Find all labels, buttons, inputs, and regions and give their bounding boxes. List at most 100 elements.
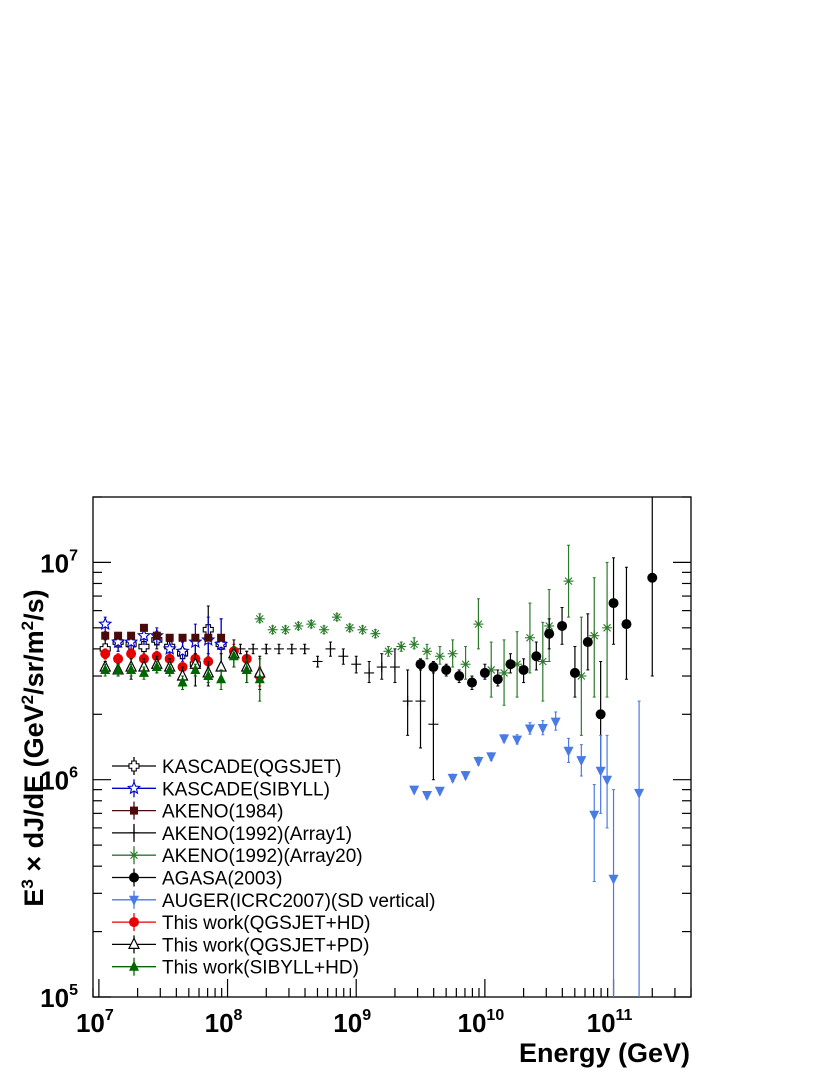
data-point <box>178 633 187 642</box>
legend-item: This work(QGSJET+PD) <box>112 935 369 956</box>
marker-asterisk <box>268 625 277 634</box>
data-point <box>524 602 535 674</box>
data-point <box>267 624 278 635</box>
marker-triangle-up <box>254 673 265 684</box>
legend-item: AGASA(2003) <box>112 868 282 890</box>
data-point <box>486 752 497 763</box>
x-tick-label: 109 <box>333 1007 371 1038</box>
data-point <box>447 639 458 668</box>
data-point <box>460 646 471 680</box>
legend-label: AKENO(1984) <box>162 802 283 823</box>
legend-item: AUGER(ICRC2007)(SD vertical) <box>112 890 435 912</box>
marker-circle <box>126 648 137 659</box>
marker-circle <box>492 674 503 685</box>
legend-item: KASCADE(SIBYLL) <box>112 779 330 800</box>
data-point <box>114 631 123 640</box>
marker-triangle-up <box>190 663 201 674</box>
marker-asterisk <box>294 622 303 630</box>
marker-triangle-down <box>434 786 445 797</box>
marker-asterisk <box>577 672 586 680</box>
marker-open-star <box>111 634 126 649</box>
marker-asterisk <box>130 851 138 860</box>
data-point <box>331 612 342 623</box>
data-point <box>595 734 606 814</box>
data-point <box>204 633 213 642</box>
data-point <box>216 669 227 691</box>
data-point <box>325 641 336 657</box>
legend-label: AUGER(ICRC2007)(SD vertical) <box>162 891 435 912</box>
data-point <box>499 734 510 745</box>
marker-asterisk <box>590 631 599 640</box>
data-point <box>152 631 161 640</box>
data-point <box>351 655 362 674</box>
series-3 <box>235 641 439 781</box>
marker-square <box>127 631 136 640</box>
data-point <box>100 663 111 677</box>
data-point <box>280 624 291 635</box>
data-point <box>306 619 317 630</box>
marker-triangle-down <box>608 874 619 885</box>
data-point <box>254 658 265 702</box>
data-point <box>602 734 613 829</box>
data-point <box>383 646 394 657</box>
data-point <box>537 720 548 736</box>
marker-circle <box>595 709 606 720</box>
marker-asterisk <box>397 642 406 651</box>
data-point <box>544 618 555 650</box>
marker-asterisk <box>448 649 457 658</box>
legend-item: AKENO(1992)(Array1) <box>112 823 352 845</box>
marker-triangle-up <box>216 673 227 684</box>
marker-asterisk <box>474 620 483 629</box>
series-6 <box>409 700 645 997</box>
data-point <box>190 663 201 677</box>
data-point <box>138 666 149 680</box>
data-point <box>191 633 200 642</box>
marker-asterisk <box>603 623 611 632</box>
data-point <box>261 643 272 655</box>
data-point <box>434 646 445 665</box>
data-point <box>634 700 645 997</box>
data-point <box>602 561 613 698</box>
marker-triangle-up <box>151 661 162 672</box>
data-point <box>217 633 226 642</box>
data-point <box>576 744 587 777</box>
marker-asterisk <box>500 669 508 677</box>
data-point <box>98 616 113 633</box>
legend-item: KASCADE(QGSJET) <box>112 757 341 778</box>
marker-circle <box>441 664 452 675</box>
marker-square <box>139 623 148 632</box>
marker-square <box>114 631 123 640</box>
data-point <box>505 653 516 674</box>
data-point <box>241 658 252 684</box>
data-point <box>422 791 433 802</box>
marker-open-star <box>136 628 152 642</box>
data-point <box>254 613 265 624</box>
marker-asterisk <box>358 625 367 634</box>
y-tick-label: 107 <box>40 547 78 578</box>
data-point <box>344 622 355 633</box>
data-point <box>557 607 568 645</box>
legend-label: AKENO(1992)(Array20) <box>162 846 363 867</box>
marker-circle <box>621 619 632 630</box>
data-point <box>127 631 136 640</box>
marker-asterisk <box>461 660 470 669</box>
marker-circle <box>129 872 139 883</box>
marker-triangle-down <box>595 766 606 777</box>
data-point <box>479 663 490 680</box>
data-point <box>312 655 323 668</box>
marker-triangle-down <box>422 791 433 802</box>
marker-triangle-down <box>524 724 535 735</box>
x-tick-labels: 107 108 109 1010 1011 <box>76 1007 633 1038</box>
marker-open-star <box>98 616 113 631</box>
data-point <box>402 669 413 736</box>
x-tick-label: 1011 <box>587 1007 633 1038</box>
data-point <box>589 784 600 883</box>
data-point <box>364 660 375 684</box>
data-point <box>492 669 503 687</box>
x-tick-label: 1010 <box>458 1007 505 1038</box>
data-point <box>460 771 471 782</box>
series-9 <box>100 646 265 702</box>
marker-open-star <box>124 634 139 649</box>
marker-triangle-up <box>203 670 214 681</box>
marker-triangle-down <box>447 773 458 784</box>
